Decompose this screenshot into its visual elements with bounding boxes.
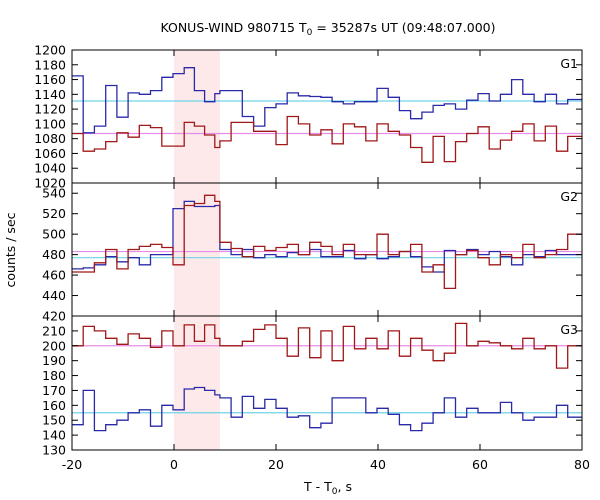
chart-title: KONUS-WIND 980715 T0 = 35287s UT (09:48:… <box>160 20 495 38</box>
panel-g1-y-tick-label: 1040 <box>34 161 66 176</box>
chart-title-suffix: = 35287s UT (09:48:07.000) <box>312 20 495 35</box>
panel-g1-y-tick-label: 1140 <box>34 87 66 102</box>
panel-g1-y-tick-label: 1100 <box>34 116 66 131</box>
panel-g1-y-tick-label: 1060 <box>34 146 66 161</box>
panel-g1-y-tick-label: 1020 <box>34 176 66 191</box>
chart-title-prefix: KONUS-WIND 980715 T <box>160 20 306 35</box>
panel-g2-y-tick-label: 420 <box>42 309 66 324</box>
panel-g3-series-red <box>72 322 582 369</box>
panel-g2-series-red <box>72 194 582 290</box>
panel-g2-y-tick-label: 460 <box>42 268 66 283</box>
x-tick-label: 40 <box>370 457 386 472</box>
panel-g1-y-tick-label: 1080 <box>34 131 66 146</box>
panel-g1-y-tick-label: 1200 <box>34 43 66 58</box>
panel-g3-series-blue <box>72 386 582 432</box>
panel-g2-y-tick-label: 480 <box>42 247 66 262</box>
panel-g3-label: G3 <box>560 322 578 337</box>
panel-g3-y-tick-label: 130 <box>42 443 66 458</box>
highlight-interval <box>174 50 220 450</box>
plot-area: 1020104010601080110011201140116011801200… <box>34 43 590 473</box>
x-tick-label: -20 <box>62 457 82 472</box>
panel-g3-frame <box>71 315 583 451</box>
x-tick-label: 20 <box>268 457 284 472</box>
chart-title-subscript: 0 <box>307 28 313 38</box>
panel-g3-y-tick-label: 170 <box>42 383 66 398</box>
panel-g3-y-tick-label: 190 <box>42 353 66 368</box>
panel-g1-y-tick-label: 1120 <box>34 102 66 117</box>
panel-g3-y-tick-label: 140 <box>42 428 66 443</box>
panel-g3-y-tick-label: 200 <box>42 338 66 353</box>
y-axis-label: counts / sec <box>3 212 18 287</box>
x-tick-label: 80 <box>574 457 590 472</box>
x-axis-label-subscript: 0 <box>332 487 338 497</box>
x-axis-label: T - T0, s <box>303 479 352 497</box>
panel-g2-label: G2 <box>560 189 578 204</box>
panel-g1-series-blue <box>72 67 582 134</box>
panel-g3-y-tick-label: 210 <box>42 323 66 338</box>
panel-g1-y-tick-label: 1160 <box>34 72 66 87</box>
panel-g3-y-tick-label: 150 <box>42 413 66 428</box>
x-tick-label: 0 <box>170 457 178 472</box>
panel-g1-frame <box>71 49 583 184</box>
panel-g2-frame <box>71 182 583 317</box>
panel-g1-label: G1 <box>560 56 578 71</box>
x-axis-label-suffix: , s <box>338 479 352 494</box>
panel-g2-y-tick-label: 440 <box>42 288 66 303</box>
panel-g2-series-blue <box>72 200 582 273</box>
panel-g2-y-tick-label: 500 <box>42 227 66 242</box>
panel-g3-y-tick-label: 180 <box>42 368 66 383</box>
panel-g1-y-tick-label: 1180 <box>34 57 66 72</box>
panel-g2-y-tick-label: 540 <box>42 186 66 201</box>
x-axis-label-prefix: T - T <box>303 479 332 494</box>
panel-g1-series-red <box>72 115 582 163</box>
panel-g3-y-tick-label: 160 <box>42 398 66 413</box>
panel-g2-y-tick-label: 520 <box>42 206 66 221</box>
x-tick-label: 60 <box>472 457 488 472</box>
